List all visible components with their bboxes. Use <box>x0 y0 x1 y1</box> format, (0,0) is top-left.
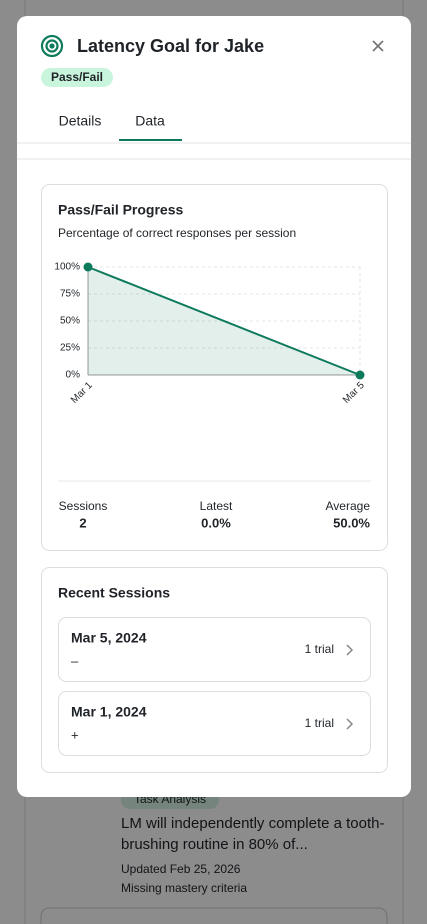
point <box>83 262 93 272</box>
stat-value: 2 <box>79 515 86 530</box>
y-tick-label: 75% <box>60 289 80 300</box>
type-pill-text: Pass/Fail <box>51 70 103 84</box>
bg-warning: Missing mastery criteria <box>121 881 247 895</box>
y-tick-label: 0% <box>66 370 81 381</box>
chart-card <box>41 184 388 551</box>
session-result: – <box>71 653 79 668</box>
sessions-list: Mar 5, 2024 – 1 trial Mar 1, 2024 +1 trial <box>58 617 371 756</box>
session-card[interactable] <box>58 617 371 682</box>
bg-updated: Updated Feb 25, 2026 <box>121 862 241 876</box>
y-tick-label: 100% <box>54 262 80 273</box>
type-pill <box>41 68 113 87</box>
session-date: Mar 5, 2024 <box>71 630 147 646</box>
stat-label: Average <box>326 499 371 513</box>
close-button[interactable] <box>372 40 384 52</box>
stat-value: 50.0% <box>333 515 370 530</box>
stat-value: 0.0% <box>201 515 231 530</box>
session-result: + <box>71 727 79 742</box>
bg-line: LM will independently complete a tooth- <box>121 815 384 832</box>
stat-label: Latest <box>200 499 233 513</box>
chevron <box>346 718 354 730</box>
session-row[interactable]: Mar 5, 2024 – 1 trial <box>58 617 371 682</box>
tab[interactable]: Details <box>59 113 102 129</box>
tab[interactable]: Data <box>135 113 165 129</box>
bg-line: brushing routine in 80% of... <box>121 836 308 853</box>
modal-title: Latency Goal for Jake <box>77 36 264 56</box>
goal-icon <box>40 34 64 58</box>
plot: 0%25%50%75%100%Mar 1 Mar 5 <box>54 262 367 406</box>
session-trials: 1 trial <box>305 716 334 730</box>
bg-card-next <box>40 907 388 924</box>
session-trials: 1 trial <box>305 642 334 656</box>
stats: Sessions 2 Latest 0.0% Average 50.0% <box>59 499 371 530</box>
stat-label: Sessions <box>59 499 108 513</box>
y-tick-label: 25% <box>60 343 80 354</box>
session-row[interactable]: Mar 1, 2024 +1 trial <box>58 691 371 756</box>
session-card[interactable] <box>58 691 371 756</box>
sessions-title: Recent Sessions <box>58 585 170 601</box>
chart-title: Pass/Fail Progress <box>58 202 184 218</box>
point <box>355 370 365 380</box>
y-tick-label: 50% <box>60 316 80 327</box>
chart-subtitle: Percentage of correct responses per sess… <box>58 226 296 240</box>
line <box>87 266 361 376</box>
session-date: Mar 1, 2024 <box>71 704 147 720</box>
chevron <box>346 644 354 656</box>
